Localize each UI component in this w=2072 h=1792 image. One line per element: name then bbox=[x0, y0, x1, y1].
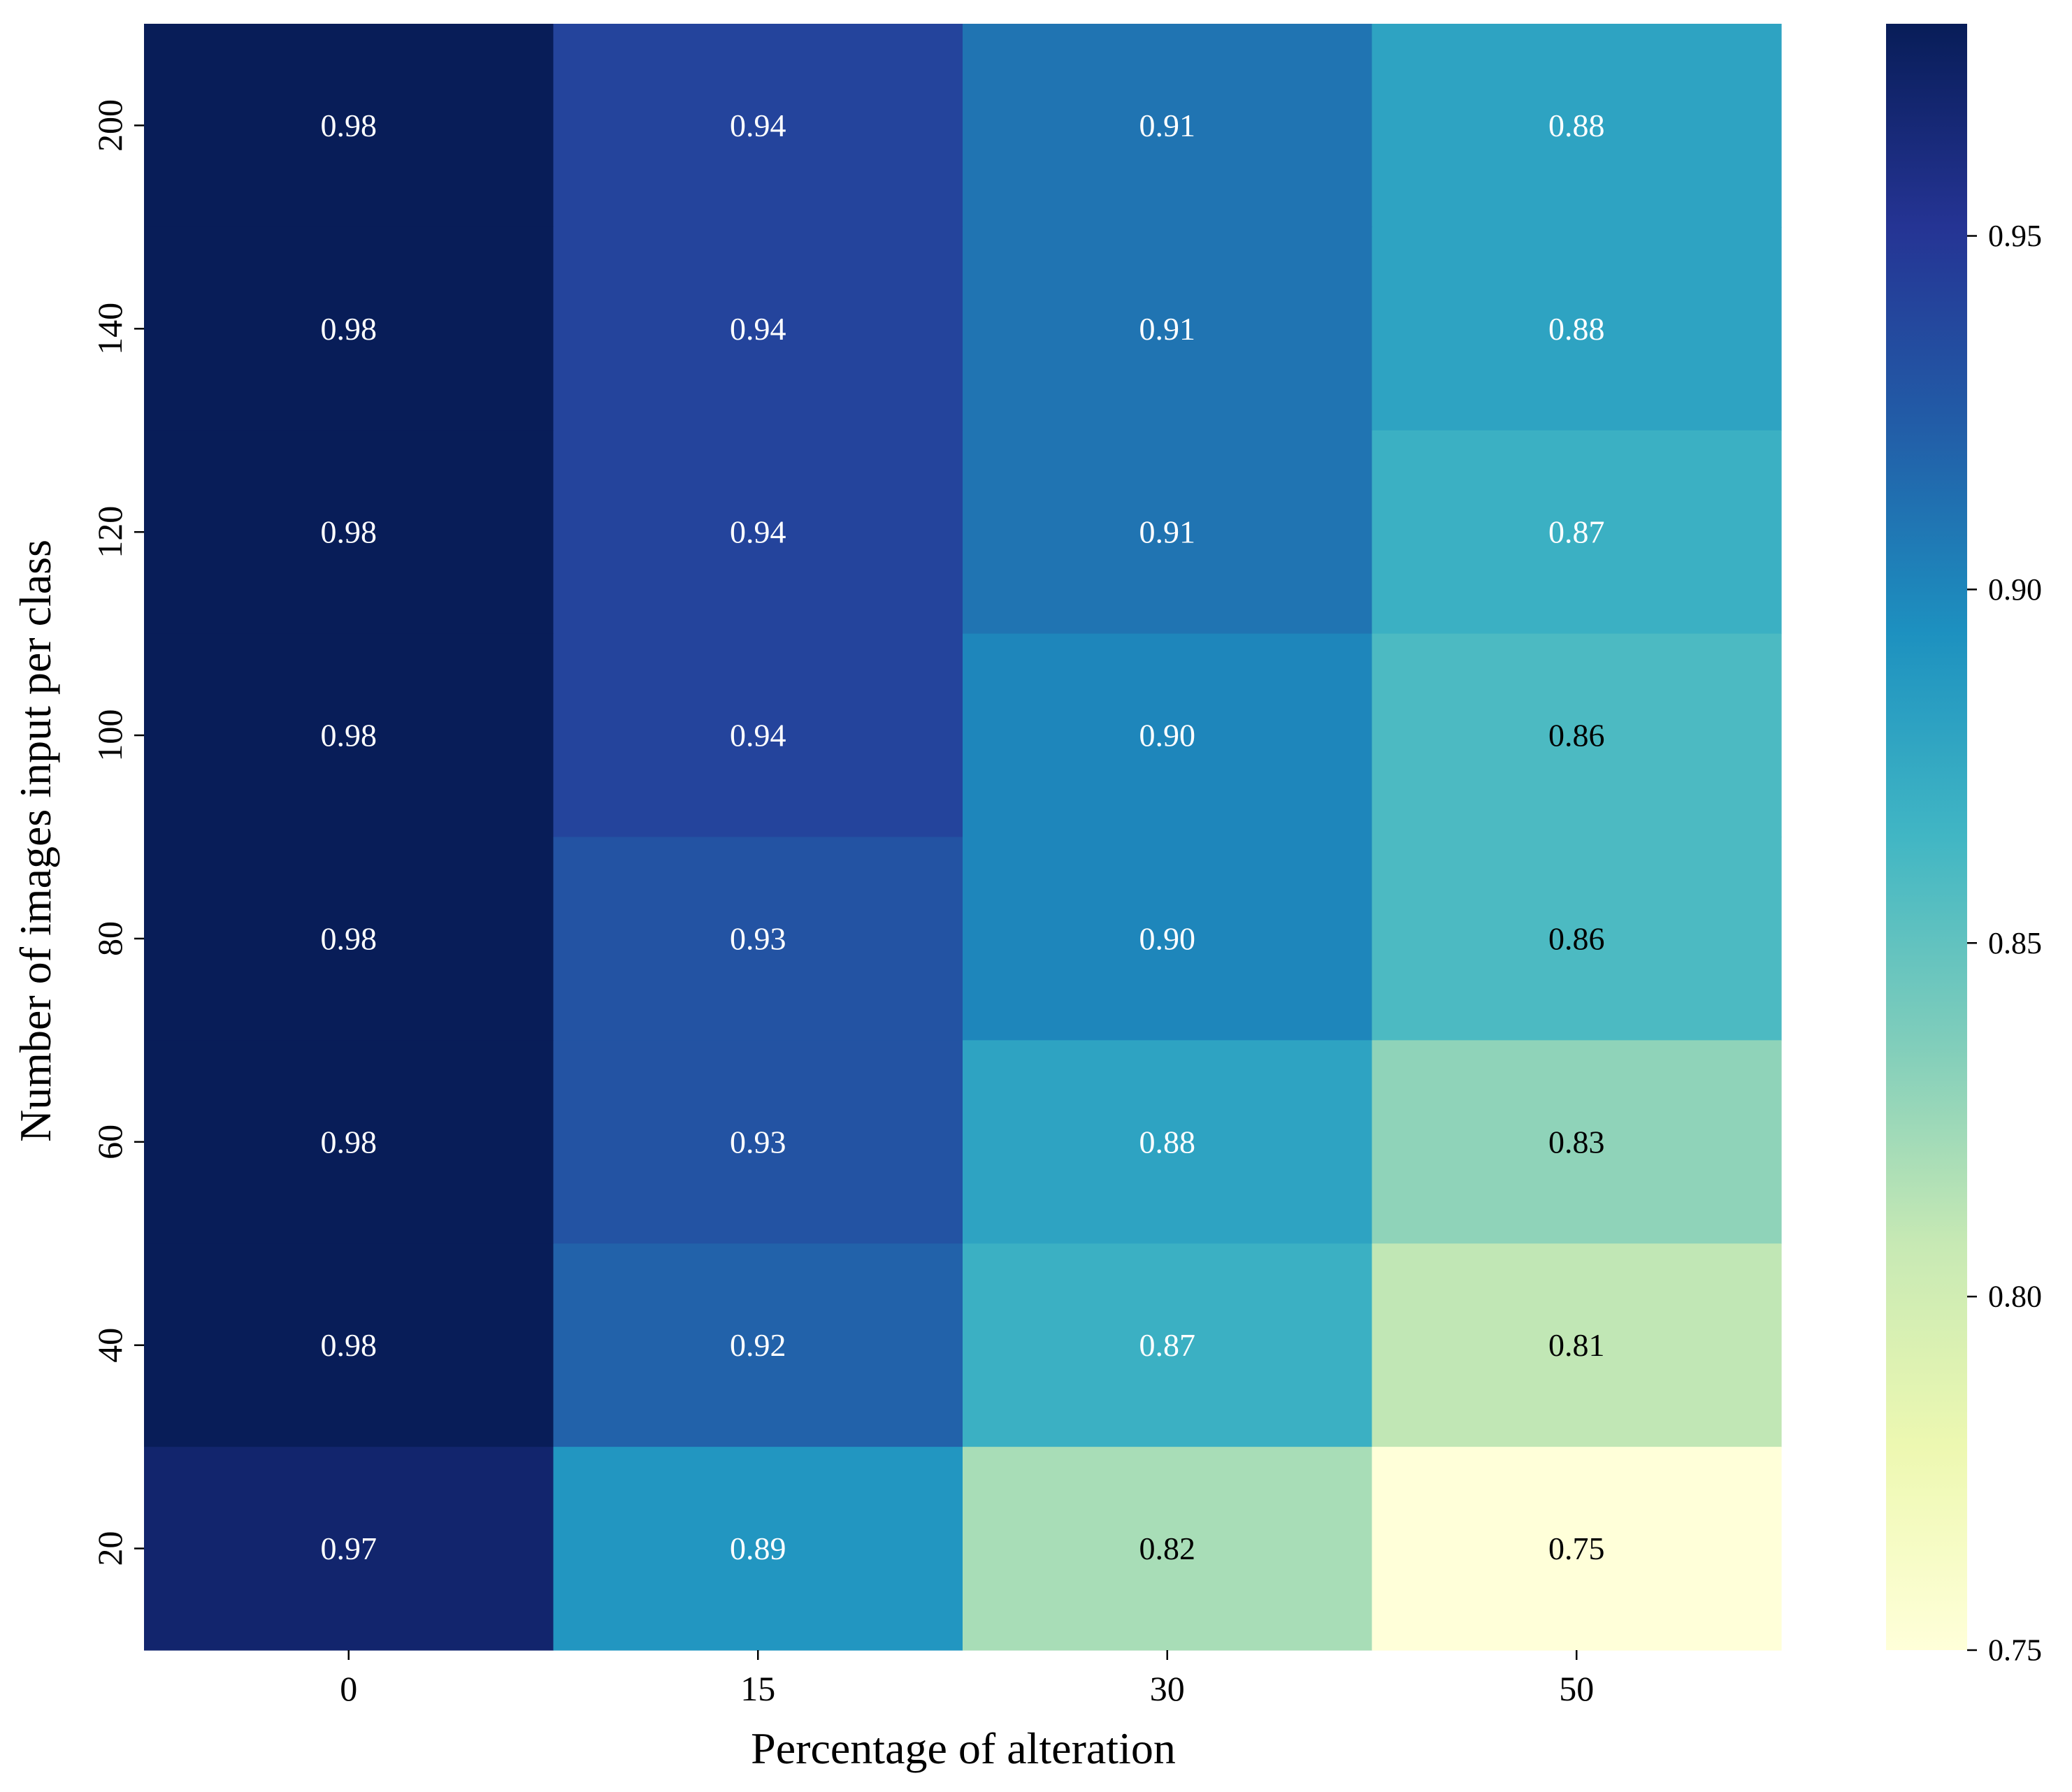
heatmap-cell bbox=[963, 1243, 1373, 1447]
colorbar-axis: 0.75 0.80 0.85 0.90 0.95 bbox=[1967, 219, 2042, 1668]
cell-value-label: 0.88 bbox=[1548, 311, 1605, 347]
cell-value-label: 0.94 bbox=[730, 514, 786, 550]
cell-value-label: 0.91 bbox=[1139, 311, 1196, 347]
heatmap-cell bbox=[144, 24, 554, 228]
cell-value-label: 0.98 bbox=[321, 718, 377, 753]
heatmap-cell bbox=[553, 226, 963, 431]
heatmap-cell bbox=[963, 837, 1373, 1041]
cell-value-label: 0.97 bbox=[321, 1531, 377, 1566]
y-tick-label: 140 bbox=[90, 303, 129, 355]
y-tick-label: 60 bbox=[90, 1125, 129, 1159]
cell-value-label: 0.91 bbox=[1139, 108, 1196, 143]
heatmap-cell bbox=[144, 1447, 554, 1651]
heatmap-cell bbox=[553, 1243, 963, 1447]
x-tick-label: 30 bbox=[1150, 1669, 1185, 1708]
heatmap-cell bbox=[553, 633, 963, 838]
cell-value-label: 0.75 bbox=[1548, 1531, 1605, 1566]
cell-value-label: 0.98 bbox=[321, 1124, 377, 1159]
cell-value-label: 0.93 bbox=[730, 920, 786, 956]
heatmap-cell bbox=[144, 430, 554, 635]
heatmap-cell bbox=[1372, 226, 1782, 431]
cell-value-label: 0.86 bbox=[1548, 920, 1605, 956]
y-tick-label: 20 bbox=[90, 1531, 129, 1566]
heatmap-cell bbox=[144, 1243, 554, 1447]
cell-value-label: 0.89 bbox=[730, 1531, 786, 1566]
cell-value-label: 0.88 bbox=[1139, 1124, 1196, 1159]
heatmap-cell bbox=[144, 1040, 554, 1244]
heatmap-cell bbox=[553, 837, 963, 1041]
cell-value-label: 0.94 bbox=[730, 718, 786, 753]
x-axis-label: Percentage of alteration bbox=[751, 1724, 1176, 1773]
colorbar-tick-label: 0.95 bbox=[1988, 219, 2042, 253]
cell-value-label: 0.82 bbox=[1139, 1531, 1196, 1566]
cell-value-label: 0.98 bbox=[321, 1327, 377, 1363]
y-axis: 200 140 120 100 80 60 40 20 bbox=[90, 99, 144, 1566]
heatmap-annotations: 0.98 0.94 0.91 0.88 0.98 0.94 0.91 0.88 0.98 0.94… bbox=[321, 108, 1605, 1566]
cell-value-label: 0.98 bbox=[321, 311, 377, 347]
heatmap-cell bbox=[1372, 24, 1782, 228]
cell-value-label: 0.88 bbox=[1548, 108, 1605, 143]
heatmap-cell bbox=[1372, 837, 1782, 1041]
cell-value-label: 0.98 bbox=[321, 514, 377, 550]
y-axis-label: Number of images input per class bbox=[10, 540, 60, 1142]
y-tick-label: 40 bbox=[90, 1328, 129, 1363]
heatmap-cells bbox=[144, 24, 1782, 1651]
cell-value-label: 0.94 bbox=[730, 108, 786, 143]
heatmap-cell bbox=[553, 1447, 963, 1651]
heatmap-cell bbox=[963, 633, 1373, 838]
y-tick-label: 80 bbox=[90, 921, 129, 956]
cell-value-label: 0.87 bbox=[1139, 1327, 1196, 1363]
cell-value-label: 0.90 bbox=[1139, 718, 1196, 753]
x-tick-label: 15 bbox=[740, 1669, 775, 1708]
colorbar-tick-label: 0.80 bbox=[1988, 1280, 2042, 1314]
x-tick-label: 0 bbox=[340, 1669, 357, 1708]
heatmap-cell bbox=[553, 430, 963, 635]
heatmap-cell bbox=[144, 633, 554, 838]
x-tick-label: 50 bbox=[1559, 1669, 1594, 1708]
colorbar-tick-label: 0.90 bbox=[1988, 572, 2042, 607]
cell-value-label: 0.87 bbox=[1548, 514, 1605, 550]
heatmap-cell bbox=[963, 24, 1373, 228]
cell-value-label: 0.98 bbox=[321, 108, 377, 143]
y-tick-label: 100 bbox=[90, 709, 129, 762]
heatmap-cell bbox=[553, 24, 963, 228]
cell-value-label: 0.81 bbox=[1548, 1327, 1605, 1363]
cell-value-label: 0.83 bbox=[1548, 1124, 1605, 1159]
heatmap-cell bbox=[963, 1447, 1373, 1651]
cell-value-label: 0.98 bbox=[321, 920, 377, 956]
heatmap-cell bbox=[1372, 430, 1782, 635]
cell-value-label: 0.90 bbox=[1139, 920, 1196, 956]
heatmap-cell bbox=[1372, 633, 1782, 838]
heatmap-cell bbox=[144, 226, 554, 431]
colorbar-tick-label: 0.85 bbox=[1988, 926, 2042, 960]
cell-value-label: 0.94 bbox=[730, 311, 786, 347]
colorbar bbox=[1886, 24, 1967, 1650]
x-axis: 0 15 30 50 bbox=[340, 1650, 1594, 1708]
heatmap-cell bbox=[1372, 1040, 1782, 1244]
heatmap-cell bbox=[1372, 1447, 1782, 1651]
cell-value-label: 0.91 bbox=[1139, 514, 1196, 550]
y-tick-label: 200 bbox=[90, 99, 129, 152]
heatmap-cell bbox=[144, 837, 554, 1041]
colorbar-tick-label: 0.75 bbox=[1988, 1633, 2042, 1668]
heatmap-cell bbox=[963, 1040, 1373, 1244]
heatmap-cell bbox=[963, 430, 1373, 635]
cell-value-label: 0.92 bbox=[730, 1327, 786, 1363]
heatmap-cell bbox=[553, 1040, 963, 1244]
y-tick-label: 120 bbox=[90, 506, 129, 558]
heatmap-cell bbox=[1372, 1243, 1782, 1447]
cell-value-label: 0.86 bbox=[1548, 718, 1605, 753]
heatmap-cell bbox=[963, 226, 1373, 431]
cell-value-label: 0.93 bbox=[730, 1124, 786, 1159]
